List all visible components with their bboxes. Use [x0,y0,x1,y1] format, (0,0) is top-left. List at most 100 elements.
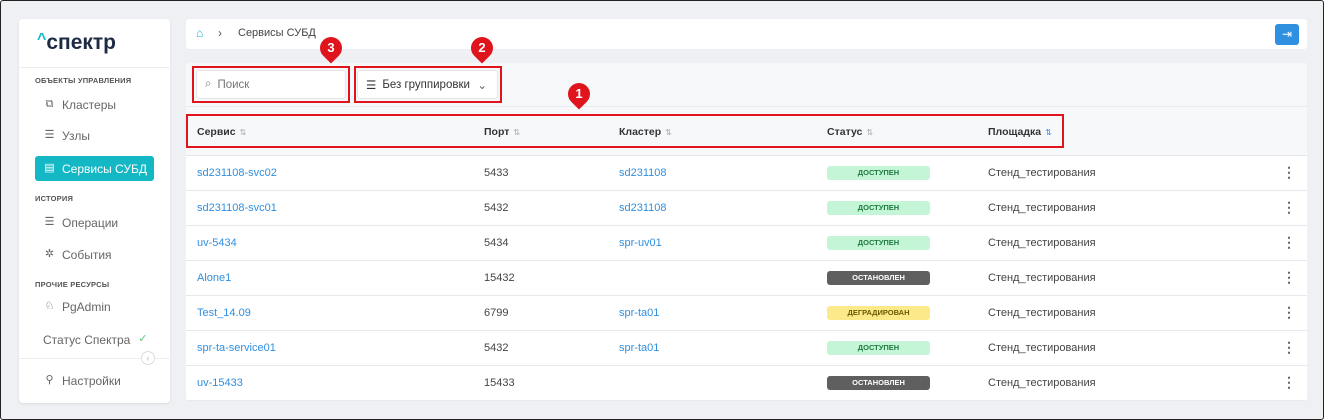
home-icon[interactable]: ⌂ [196,26,204,40]
service-link[interactable]: sd231108-svc02 [197,167,277,179]
toolbar: ⌕ Поиск ☰ Без группировки ⌄ [186,63,1307,106]
sidebar-item-settings[interactable]: ⚲ Настройки [35,368,154,393]
sort-icon: ⇅ [239,128,247,137]
status-badge: ДОСТУПЕН [827,166,930,180]
label: Операции [62,215,119,230]
label: Узлы [62,128,90,143]
logout-button[interactable]: ⇥ [1275,24,1299,45]
annotation-box-1 [186,114,1064,148]
more-actions-icon[interactable]: ⋮ [1282,374,1296,390]
site: Стенд_тестирования [988,167,1096,179]
cluster-link[interactable]: sd231108 [619,167,667,179]
status-badge: ДЕГРАДИРОВАН [827,306,930,320]
column-port[interactable]: Порт ⇅ [484,126,521,138]
sort-icon: ⇅ [866,128,874,137]
status-badge: ДОСТУПЕН [827,341,930,355]
column-cluster[interactable]: Кластер ⇅ [619,126,672,138]
server-icon: ☰ [44,129,55,141]
site: Стенд_тестирования [988,307,1096,319]
sidebar-item-events[interactable]: ✲ События [35,242,154,267]
column-status[interactable]: Статус ⇅ [827,126,874,138]
site: Стенд_тестирования [988,377,1096,389]
sidebar-item-status[interactable]: Статус Спектра ✓ [35,327,154,352]
annotation-marker-1: 1 [563,78,595,110]
port: 5433 [484,167,509,179]
annotation-marker-3: 3 [315,32,347,64]
sort-icon: ⇅ [513,128,521,137]
cluster-link[interactable]: spr-ta01 [619,307,660,319]
label: PgAdmin [62,299,111,314]
label: Статус Спектра [43,332,131,347]
chevron-right-icon: › [218,26,222,40]
user-icon: ⚲ [45,374,54,386]
annotation-marker-2: 2 [466,32,498,64]
sidebar-item-nodes[interactable]: ☰ Узлы [35,123,154,148]
column-service[interactable]: Сервис ⇅ [197,126,247,138]
service-link[interactable]: spr-ta-service01 [197,342,276,354]
site: Стенд_тестирования [988,342,1096,354]
site: Стенд_тестирования [988,202,1096,214]
section-title: ИСТОРИЯ [35,194,74,203]
section-title: ОБЪЕКТЫ УПРАВЛЕНИЯ [35,76,132,85]
check-icon: ✓ [138,333,148,345]
sidebar-item-operations[interactable]: ☰ Операции [35,210,154,235]
search-icon: ⌕ [205,78,212,90]
services-panel: ⌕ Поиск ☰ Без группировки ⌄ Сервис ⇅ Порт ⇅ К… [186,63,1307,401]
more-actions-icon[interactable]: ⋮ [1282,304,1296,320]
breadcrumb: ⌂ › Сервисы СУБД ⇥ [186,19,1307,49]
grouping-select[interactable]: ☰ Без группировки ⌄ [357,70,498,99]
events-icon: ✲ [44,248,55,260]
search-input[interactable]: ⌕ Поиск [196,70,346,99]
section-title: ПРОЧИЕ РЕСУРСЫ [35,280,110,289]
cluster-link[interactable]: spr-uv01 [619,237,662,249]
annotation-box-3 [192,66,350,103]
database-service-icon: ▤ [44,162,55,174]
pgadmin-icon: ♘ [44,300,55,312]
cluster-icon: ⧉ [45,98,54,110]
sort-icon: ⇅ [665,128,672,137]
chevron-down-icon: ⌄ [477,79,487,92]
table-row[interactable]: sd231108-svc01 5432 sd231108 ДОСТУПЕН Ст… [186,191,1307,226]
service-link[interactable]: Alone1 [197,272,232,284]
more-actions-icon[interactable]: ⋮ [1282,199,1296,215]
more-actions-icon[interactable]: ⋮ [1282,339,1296,355]
service-link[interactable]: uv-15433 [197,377,243,389]
site: Стенд_тестирования [988,272,1096,284]
logo[interactable]: ^спектр [37,31,117,54]
label: События [62,247,112,262]
cluster-link[interactable]: sd231108 [619,202,667,214]
more-actions-icon[interactable]: ⋮ [1282,234,1296,250]
table-row[interactable]: spr-ta-service01 5432 spr-ta01 ДОСТУПЕН … [186,331,1307,366]
sidebar: ^спектр ОБЪЕКТЫ УПРАВЛЕНИЯ ⧉ Кластеры ☰ Уз… [19,19,170,403]
port: 5434 [484,237,509,249]
stack-icon: ☰ [366,79,377,92]
port: 5432 [484,342,509,354]
site: Стенд_тестирования [988,237,1096,249]
cluster-link[interactable]: spr-ta01 [619,342,660,354]
breadcrumb-current: Сервисы СУБД [238,27,316,39]
service-link[interactable]: sd231108-svc01 [197,202,277,214]
table-row[interactable]: Alone1 15432 ОСТАНОВЛЕН Стенд_тестирован… [186,261,1307,296]
label: Кластеры [62,97,116,112]
operations-icon: ☰ [44,216,55,228]
column-site[interactable]: Площадка ⇅ [988,126,1052,138]
more-actions-icon[interactable]: ⋮ [1282,164,1296,180]
table-row[interactable]: uv-15433 15433 ОСТАНОВЛЕН Стенд_тестиров… [186,366,1307,401]
table-row[interactable]: uv-5434 5434 spr-uv01 ДОСТУПЕН Стенд_тес… [186,226,1307,261]
sidebar-item-clusters[interactable]: ⧉ Кластеры [35,92,154,117]
table-row[interactable]: Test_14.09 6799 spr-ta01 ДЕГРАДИРОВАН Ст… [186,296,1307,331]
service-link[interactable]: uv-5434 [197,237,237,249]
service-link[interactable]: Test_14.09 [197,307,251,319]
status-badge: ДОСТУПЕН [827,236,930,250]
table-row[interactable]: sd231108-svc02 5433 sd231108 ДОСТУПЕН Ст… [186,156,1307,191]
sidebar-item-pgadmin[interactable]: ♘ PgAdmin [35,294,154,319]
port: 15432 [484,272,515,284]
sidebar-item-db-services[interactable]: ▤ Сервисы СУБД [35,156,154,181]
collapse-sidebar-button[interactable]: ‹ [141,351,155,365]
more-actions-icon[interactable]: ⋮ [1282,269,1296,285]
annotation-box-2 [354,66,502,103]
port: 5432 [484,202,509,214]
placeholder: Поиск [217,78,250,91]
logout-icon: ⇥ [1281,27,1293,41]
